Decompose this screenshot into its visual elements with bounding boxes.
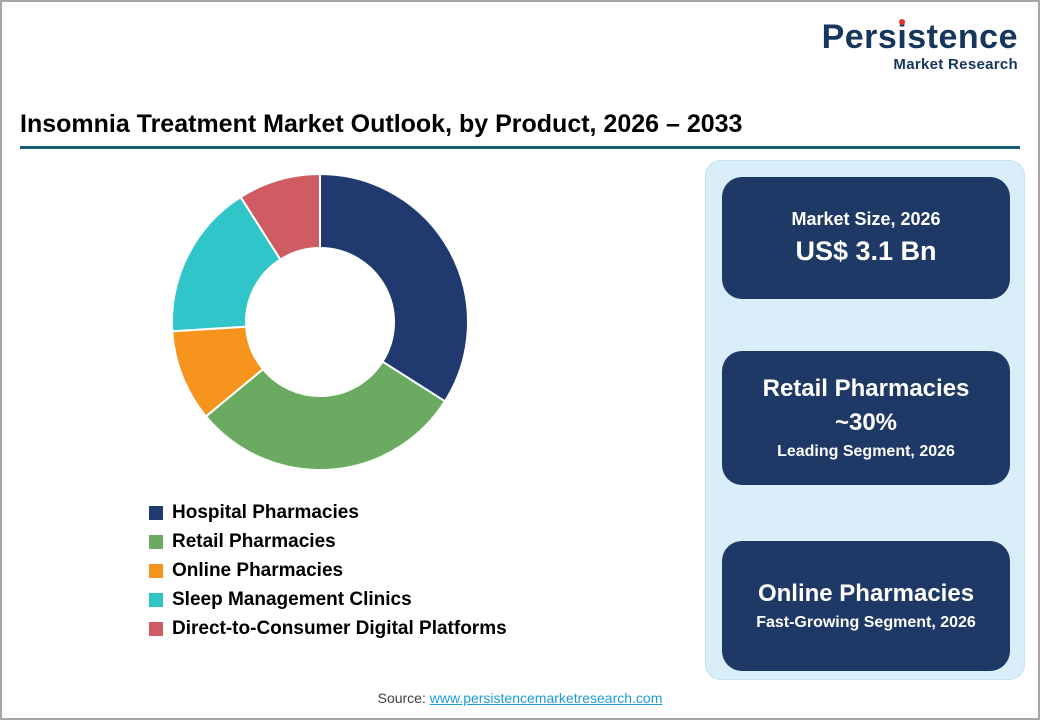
source-label: Source:: [377, 690, 426, 706]
info-panel: Market Size, 2026 US$ 3.1 Bn Retail Phar…: [705, 160, 1025, 680]
legend-label: Retail Pharmacies: [172, 530, 336, 552]
card-line: Fast-Growing Segment, 2026: [756, 613, 976, 631]
source-line: Source: www.persistencemarketresearch.co…: [2, 690, 1038, 706]
legend-swatch: [149, 505, 163, 520]
card-line: US$ 3.1 Bn: [795, 235, 937, 266]
legend-label: Online Pharmacies: [172, 559, 344, 581]
card-line: Online Pharmacies: [757, 580, 975, 608]
legend-item: Hospital Pharmacies: [149, 498, 507, 527]
legend-item: Direct-to-Consumer Digital Platforms: [149, 614, 507, 643]
chart-legend: Hospital Pharmacies Retail Pharmacies On…: [149, 498, 507, 643]
legend-swatch: [149, 592, 163, 607]
legend-label: Direct-to-Consumer Digital Platforms: [172, 617, 507, 639]
source-link[interactable]: www.persistencemarketresearch.com: [429, 690, 663, 706]
donut-segment-4: [239, 172, 321, 261]
donut-chart: [170, 172, 469, 472]
legend-swatch: [149, 563, 163, 578]
card-line: Retail Pharmacies: [762, 375, 970, 403]
page-title: Insomnia Treatment Market Outlook, by Pr…: [20, 110, 743, 138]
legend-item: Online Pharmacies: [149, 556, 507, 585]
logo-subtitle: Market Research: [893, 56, 1018, 73]
legend-swatch: [149, 534, 163, 549]
info-card: Market Size, 2026 US$ 3.1 Bn: [722, 177, 1010, 299]
card-line: Leading Segment, 2026: [777, 442, 955, 460]
card-line: Market Size, 2026: [791, 208, 941, 229]
logo-name: Persistence: [821, 18, 1018, 56]
info-card: Online Pharmacies Fast-Growing Segment, …: [722, 541, 1010, 671]
legend-item: Sleep Management Clinics: [149, 585, 507, 614]
donut-segment-0: [319, 172, 469, 403]
legend-swatch: [149, 621, 163, 636]
info-card: Retail Pharmacies ~30% Leading Segment, …: [722, 351, 1010, 485]
logo: Persistence Market Research: [822, 20, 1018, 73]
legend-label: Sleep Management Clinics: [172, 588, 412, 610]
card-line: ~30%: [834, 409, 898, 436]
legend-label: Hospital Pharmacies: [172, 501, 359, 523]
legend-item: Retail Pharmacies: [149, 527, 507, 556]
donut-segment-1: [204, 360, 447, 472]
title-underline: [20, 146, 1020, 149]
